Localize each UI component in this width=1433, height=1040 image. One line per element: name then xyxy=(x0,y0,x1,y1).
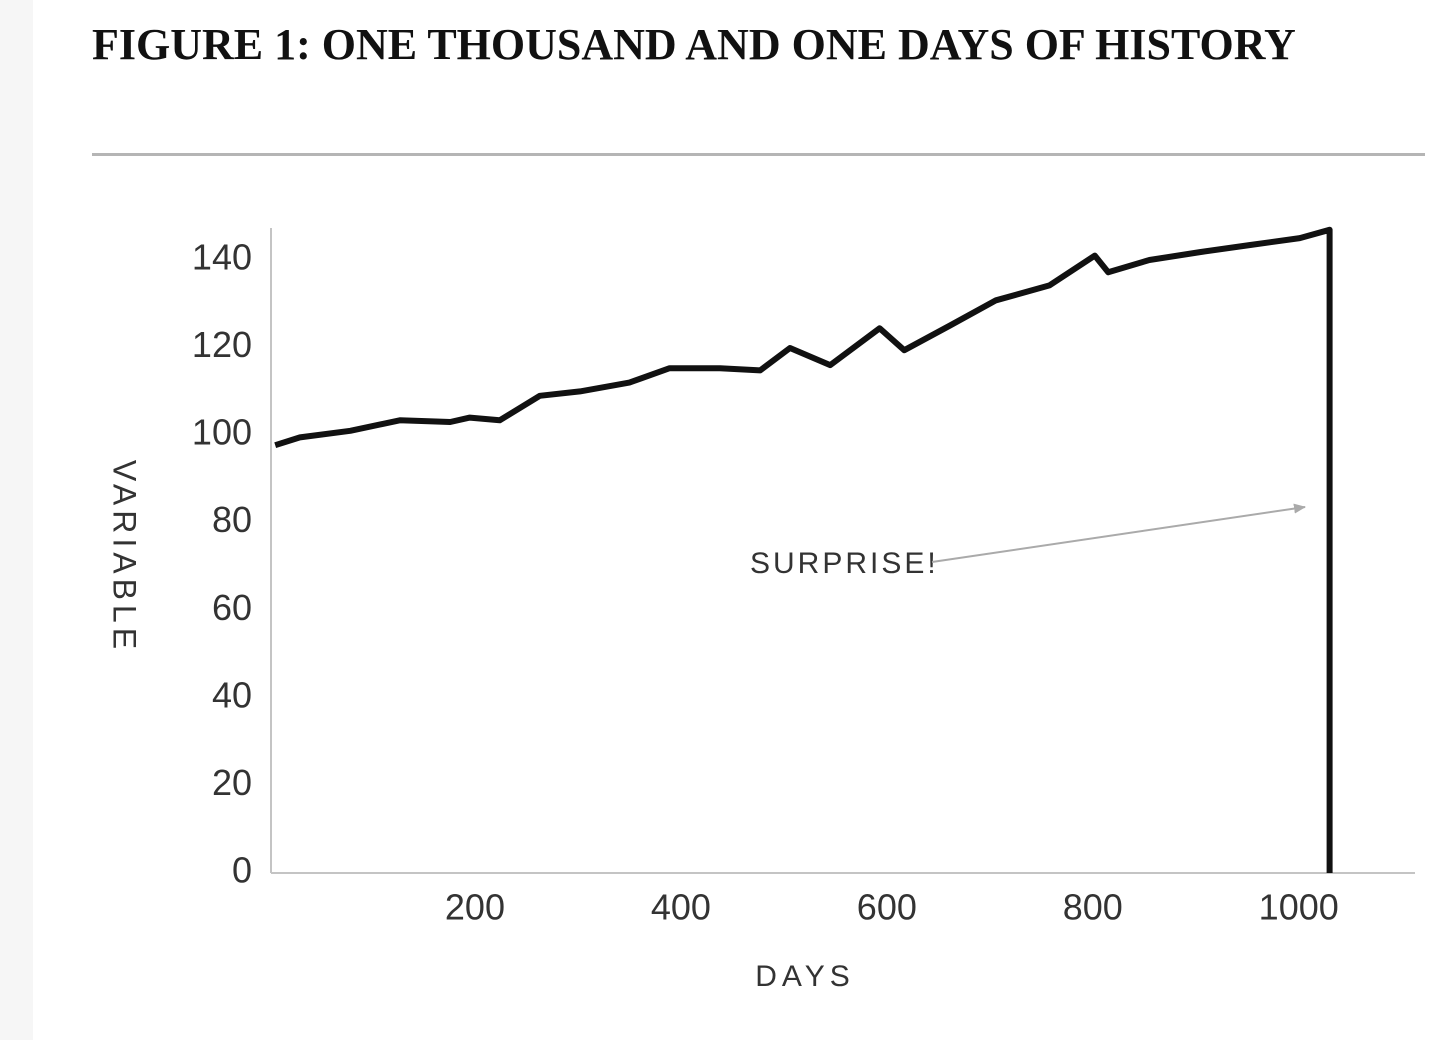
title-rule xyxy=(92,153,1425,156)
chart-title: FIGURE 1: ONE THOUSAND AND ONE DAYS OF H… xyxy=(92,20,1296,69)
x-tick-label: 400 xyxy=(651,887,711,928)
annotation: SURPRISE! xyxy=(750,547,939,580)
y-tick-label: 140 xyxy=(192,237,252,278)
y-axis-label: VARIABLE xyxy=(107,460,143,654)
x-tick-label: 600 xyxy=(857,887,917,928)
y-tick-label: 80 xyxy=(212,499,252,540)
y-tick-label: 120 xyxy=(192,324,252,365)
side-strip xyxy=(0,0,33,1040)
y-tick-label: 0 xyxy=(232,850,252,891)
y-tick-label: 40 xyxy=(212,674,252,715)
x-tick-label: 1000 xyxy=(1259,887,1339,928)
x-tick-label: 800 xyxy=(1063,887,1123,928)
x-tick-label: 200 xyxy=(445,887,505,928)
y-tick-label: 100 xyxy=(192,412,252,453)
y-tick-label: 20 xyxy=(212,762,252,803)
y-tick-label: 60 xyxy=(212,587,252,628)
data-line xyxy=(274,226,1333,873)
x-axis-label: DAYS xyxy=(755,960,854,993)
annotation-arrow xyxy=(931,503,1306,563)
